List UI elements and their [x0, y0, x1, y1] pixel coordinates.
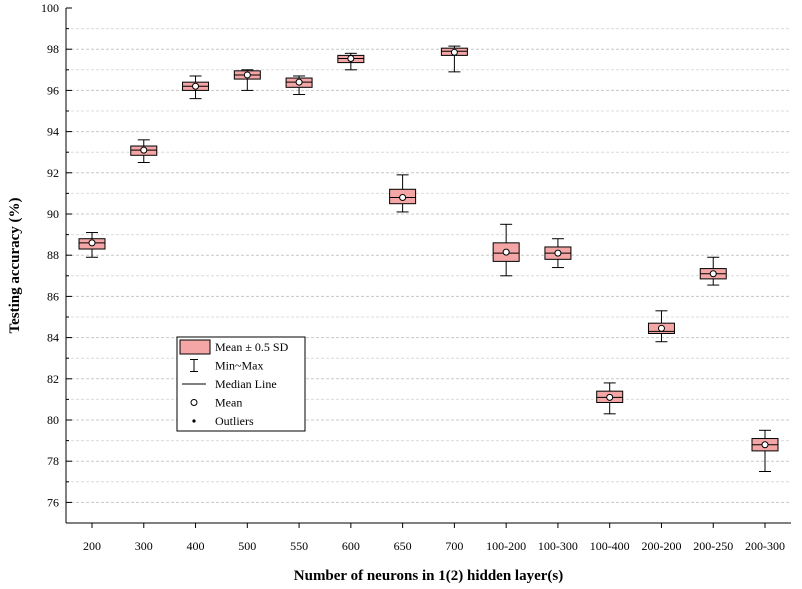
mean-marker — [657, 324, 665, 332]
x-tick-label: 700 — [445, 539, 463, 553]
y-tick-label: 82 — [47, 372, 59, 386]
x-tick-label: 400 — [187, 539, 205, 553]
mean-marker — [192, 82, 200, 90]
x-tick-label: 300 — [135, 539, 153, 553]
y-tick-label: 84 — [47, 331, 59, 345]
x-tick-label: 600 — [342, 539, 360, 553]
axes — [65, 8, 791, 524]
box-item — [78, 232, 106, 258]
x-tick-label: 200-300 — [745, 539, 785, 553]
y-tick-label: 98 — [47, 42, 59, 56]
legend: Mean ± 0.5 SD Min~Max Median Line Mean Outli… — [176, 336, 306, 432]
box-item — [182, 75, 210, 100]
x-axis-ticks: 200 300 400 500 550 600 650 700 100-200 100-300 10… — [83, 523, 785, 553]
legend-label: Mean ± 0.5 SD — [215, 340, 289, 354]
y-tick-label: 100 — [41, 1, 59, 15]
box-item — [492, 223, 520, 277]
y-tick-label: 78 — [47, 454, 59, 468]
mean-marker — [450, 48, 458, 56]
mean-marker — [243, 71, 251, 79]
box-item — [751, 429, 779, 472]
y-tick-label: 92 — [47, 166, 59, 180]
mean-marker — [554, 249, 562, 257]
mean-marker — [606, 393, 614, 401]
box-item — [699, 256, 727, 286]
box-item — [233, 69, 261, 91]
mean-marker — [88, 239, 96, 247]
mean-marker — [709, 270, 717, 278]
mean-marker — [399, 194, 407, 202]
mean-marker — [502, 248, 510, 256]
legend-label: Outliers — [215, 414, 254, 428]
y-tick-label: 90 — [47, 207, 59, 221]
legend-symbol-mean — [190, 399, 198, 406]
box-item — [440, 45, 468, 73]
y-tick-label: 88 — [47, 248, 59, 262]
mean-marker — [347, 54, 355, 62]
box-item — [389, 174, 417, 213]
x-tick-label: 500 — [238, 539, 256, 553]
box-series — [78, 45, 779, 472]
y-tick-label: 94 — [47, 125, 59, 139]
box-item — [596, 382, 624, 415]
grid-lines — [66, 28, 791, 503]
legend-label: Mean — [215, 396, 242, 410]
x-tick-label: 200-250 — [693, 539, 733, 553]
mean-marker — [761, 441, 769, 449]
y-tick-label: 86 — [47, 289, 59, 303]
x-tick-label: 100-400 — [590, 539, 630, 553]
x-tick-label: 100-300 — [538, 539, 578, 553]
box-item — [337, 52, 365, 71]
y-tick-label: 96 — [47, 83, 59, 97]
y-tick-label: 76 — [47, 495, 59, 509]
y-tick-label: 80 — [47, 413, 59, 427]
legend-label: Min~Max — [215, 359, 264, 373]
x-tick-label: 650 — [394, 539, 412, 553]
box-item — [130, 139, 158, 163]
legend-symbol-box — [179, 339, 211, 355]
x-tick-label: 100-200 — [486, 539, 526, 553]
legend-label: Median Line — [215, 377, 277, 391]
x-tick-label: 200-200 — [641, 539, 681, 553]
x-tick-label: 550 — [290, 539, 308, 553]
mean-marker — [295, 78, 303, 86]
x-axis-title: Number of neurons in 1(2) hidden layer(s… — [294, 568, 563, 584]
mean-marker — [140, 146, 148, 154]
legend-symbol-outlier — [192, 419, 196, 423]
box-item — [544, 238, 572, 269]
x-tick-label: 200 — [83, 539, 101, 553]
y-axis-title: Testing accuracy (%) — [7, 197, 23, 333]
box-item — [647, 310, 675, 343]
box-item — [285, 75, 313, 96]
y-axis-ticks: 76 78 80 82 84 86 88 90 92 94 96 98 100 — [41, 1, 72, 509]
